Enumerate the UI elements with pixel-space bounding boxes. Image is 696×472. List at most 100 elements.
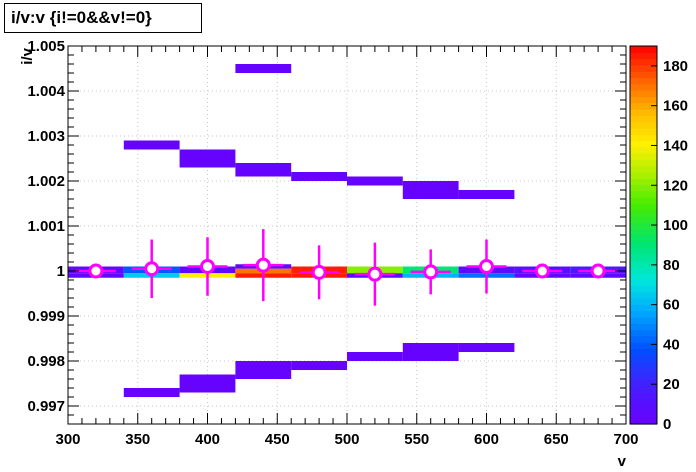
palette-swatch bbox=[630, 348, 657, 356]
y-tick-label: 1 bbox=[57, 263, 65, 280]
palette-swatch bbox=[630, 316, 657, 324]
palette-swatch bbox=[630, 115, 657, 123]
profile-point bbox=[590, 263, 606, 279]
palette-swatch bbox=[630, 361, 657, 368]
palette-swatch bbox=[630, 172, 657, 179]
palette-swatch bbox=[630, 411, 657, 419]
palette-tick-label: 180 bbox=[663, 58, 688, 75]
profile-point bbox=[88, 263, 104, 279]
x-tick-label: 600 bbox=[474, 431, 499, 448]
palette-swatch bbox=[630, 140, 657, 148]
x-tick-label: 350 bbox=[125, 431, 150, 448]
palette-swatch bbox=[630, 153, 657, 160]
y-tick-label: 0.997 bbox=[27, 398, 65, 415]
profile-point bbox=[423, 264, 439, 280]
palette-swatch bbox=[630, 417, 657, 425]
x-tick-label: 400 bbox=[195, 431, 220, 448]
profile-point bbox=[200, 259, 215, 274]
palette-swatch bbox=[630, 260, 657, 268]
profile-point bbox=[255, 257, 271, 273]
heatmap-cell bbox=[458, 343, 515, 352]
palette-tick-label: 0 bbox=[663, 416, 671, 433]
x-tick-label: 500 bbox=[334, 431, 359, 448]
palette-swatch bbox=[630, 373, 657, 381]
heatmap-cell bbox=[123, 140, 180, 150]
profile-point bbox=[479, 259, 494, 274]
palette-swatch bbox=[630, 247, 657, 255]
palette-swatch bbox=[630, 367, 657, 375]
y-tick-label: 0.999 bbox=[27, 308, 65, 325]
heatmap-cell bbox=[179, 149, 236, 168]
heatmap-cell bbox=[123, 388, 180, 397]
palette-swatch bbox=[630, 146, 657, 154]
palette-swatch bbox=[630, 134, 657, 142]
y-tick-label: 1.002 bbox=[27, 173, 65, 190]
palette-swatch bbox=[630, 323, 657, 331]
palette-swatch bbox=[630, 90, 657, 97]
palette-swatch bbox=[630, 253, 657, 261]
palette-swatch bbox=[630, 197, 657, 205]
palette-swatch bbox=[630, 64, 657, 72]
y-axis-label: i/v bbox=[19, 47, 36, 64]
profile-point bbox=[367, 266, 383, 282]
palette-swatch bbox=[630, 109, 657, 116]
palette-swatch bbox=[630, 354, 657, 362]
y-tick-label: 1.001 bbox=[27, 218, 65, 235]
palette-swatch bbox=[630, 285, 657, 293]
profile-points bbox=[75, 229, 619, 306]
palette-swatch bbox=[630, 228, 657, 236]
palette-tick-label: 60 bbox=[663, 297, 680, 314]
palette-swatch bbox=[630, 329, 657, 337]
palette-swatch bbox=[630, 272, 657, 280]
palette-swatch bbox=[630, 77, 657, 85]
heatmap-cell bbox=[402, 181, 459, 199]
x-axis-label: v bbox=[618, 453, 627, 470]
palette-swatch bbox=[630, 52, 657, 60]
heatmap-cell bbox=[402, 343, 459, 361]
y-tick-label: 0.998 bbox=[27, 353, 65, 370]
heatmap-cell bbox=[179, 374, 236, 393]
palette-swatch bbox=[630, 310, 657, 318]
heatmap-cell bbox=[291, 361, 347, 370]
profile-point bbox=[534, 263, 550, 279]
palette-swatch bbox=[630, 405, 657, 412]
palette-swatch bbox=[630, 71, 657, 79]
palette-tick-label: 80 bbox=[663, 257, 680, 274]
profile-point bbox=[144, 261, 160, 277]
y-tick-label: 1.005 bbox=[27, 38, 65, 55]
palette-swatch bbox=[630, 291, 657, 299]
y-tick-label: 1.003 bbox=[27, 128, 65, 145]
palette-tick-label: 100 bbox=[663, 217, 688, 234]
palette-frame bbox=[629, 45, 658, 425]
palette-swatch bbox=[630, 159, 657, 167]
palette-swatch bbox=[630, 178, 657, 186]
palette-swatch bbox=[630, 83, 657, 91]
palette-swatch bbox=[630, 386, 657, 394]
palette-swatch bbox=[630, 58, 657, 66]
heatmap-cell bbox=[235, 64, 292, 73]
palette-swatch bbox=[630, 398, 657, 406]
palette-swatch bbox=[630, 279, 657, 286]
heatmap-cell bbox=[235, 163, 292, 177]
x-tick-label: 550 bbox=[404, 431, 429, 448]
profile-point bbox=[311, 264, 327, 280]
chart-title: i/v:v {i!=0&&v!=0} bbox=[4, 3, 202, 33]
palette-swatch bbox=[630, 298, 657, 305]
palette-swatch bbox=[630, 342, 657, 349]
palette-swatch bbox=[630, 304, 657, 312]
palette-swatch bbox=[630, 96, 657, 104]
heatmap-cell bbox=[235, 361, 292, 379]
palette-tick-label: 120 bbox=[663, 177, 688, 194]
palette-swatch bbox=[630, 266, 657, 274]
axes: 300 350 400 450 500 550 600 650 700 0.997 0.998 0.9… bbox=[27, 38, 638, 448]
palette-tick-label: 140 bbox=[663, 137, 688, 154]
heatmap-cell bbox=[347, 352, 403, 361]
palette-swatch bbox=[630, 121, 657, 129]
heatmap-cell bbox=[458, 190, 515, 199]
heatmap-cell bbox=[291, 172, 347, 181]
palette-swatch bbox=[630, 392, 657, 400]
palette-swatch bbox=[630, 127, 657, 135]
palette-tick-label: 40 bbox=[663, 336, 680, 353]
palette-swatch bbox=[630, 241, 657, 249]
